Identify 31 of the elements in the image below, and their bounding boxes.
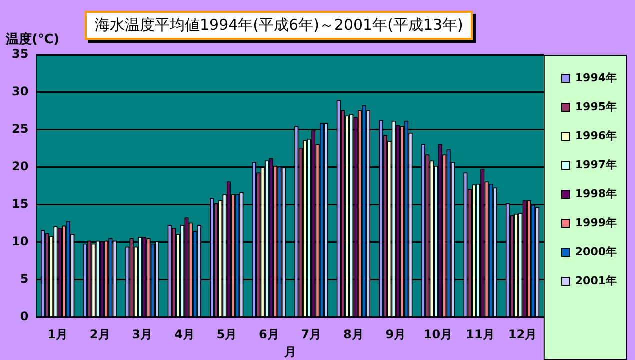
legend-label: 1996年 xyxy=(575,129,618,142)
x-tick-label: 11月 xyxy=(466,328,495,342)
x-tick-label: 1月 xyxy=(48,328,68,342)
chart-title: 海水温度平均値1994年(平成6年)～2001年(平成13年) xyxy=(85,11,474,40)
x-tick-label: 10月 xyxy=(424,328,453,342)
x-tick-label: 2月 xyxy=(90,328,110,342)
legend-label: 1998年 xyxy=(575,187,618,200)
y-tick-label: 25 xyxy=(12,122,29,136)
y-tick-label: 35 xyxy=(12,47,29,62)
y-tick-label: 10 xyxy=(12,234,29,248)
y-tick-label: 30 xyxy=(12,84,29,99)
legend-label: 1997年 xyxy=(575,158,618,172)
legend-label: 2000年 xyxy=(575,245,618,258)
y-tick-label: 0 xyxy=(20,309,29,324)
legend-label: 1995年 xyxy=(575,100,618,114)
x-tick-label: 4月 xyxy=(174,328,195,342)
x-tick-label: 7月 xyxy=(301,328,322,342)
x-tick-label: 12月 xyxy=(508,328,538,342)
x-tick-label: 5月 xyxy=(216,328,238,342)
x-tick-label: 3月 xyxy=(132,328,153,342)
legend-label: 1999年 xyxy=(575,216,618,230)
legend-label: 1994年 xyxy=(575,71,618,84)
y-tick-label: 5 xyxy=(20,272,29,286)
x-tick-label: 9月 xyxy=(386,328,406,342)
y-tick-label: 15 xyxy=(12,196,29,211)
legend-label: 2001年 xyxy=(575,274,618,288)
y-axis-title: 温度(℃) xyxy=(5,31,60,48)
x-tick-label: 6月 xyxy=(258,328,280,342)
y-tick-label: 20 xyxy=(12,159,29,174)
x-axis-title: 月 xyxy=(283,344,296,359)
x-tick-label: 8月 xyxy=(344,328,364,342)
